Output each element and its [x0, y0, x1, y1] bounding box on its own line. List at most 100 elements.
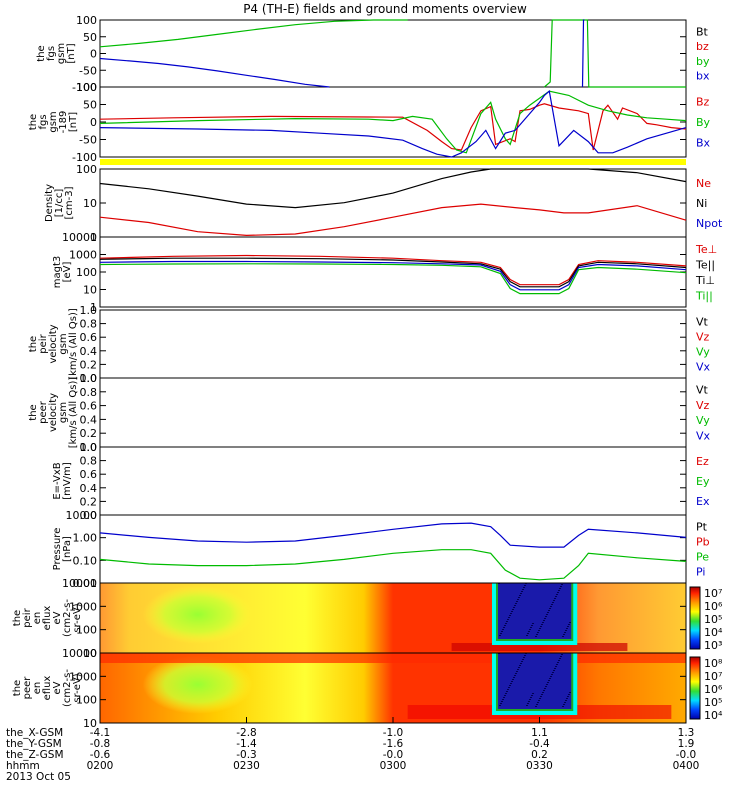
y-axis-label: [km/s (All Qs)]	[68, 308, 79, 380]
y-axis-label: the	[36, 45, 47, 61]
series-line-Te⊥	[99, 254, 687, 286]
spectrogram-noise	[517, 597, 520, 598]
y-tick-label: 0.10	[73, 554, 98, 567]
spectrogram-noise	[525, 705, 528, 706]
spectrogram-noise	[552, 600, 555, 601]
x-tick-label: 0200	[87, 760, 114, 772]
y-axis-label: peir	[22, 607, 33, 627]
y-tick-label: 50	[83, 31, 97, 44]
y-axis-label: [cm-3]	[64, 186, 75, 219]
spectrogram-noise	[530, 625, 533, 626]
spectrogram-noise	[514, 603, 517, 604]
spectrogram-noise	[556, 662, 559, 663]
series-line-Pe	[99, 549, 687, 581]
spectrogram-band	[451, 643, 628, 651]
spectrogram-noise	[565, 698, 568, 699]
spectrogram-noise	[544, 686, 547, 687]
y-axis-label: sr-eV)	[72, 603, 83, 632]
y-tick-label: 0.4	[80, 345, 98, 358]
y-tick-label: 0.6	[80, 331, 98, 344]
spectrogram-noise	[567, 694, 570, 695]
spectrogram-noise	[511, 679, 514, 680]
y-tick-label: 0	[90, 48, 97, 61]
spectrogram-noise	[542, 620, 545, 621]
y-tick-label: 0.8	[80, 455, 98, 468]
y-axis-label: fgs	[38, 114, 49, 129]
panel-frame	[99, 309, 687, 379]
y-tick-label: 0.0	[80, 441, 98, 454]
panel-fgs: 100 50 0 -50 -100 the fgs gsm [nT] Bt bz by bx	[36, 14, 710, 94]
spectrogram-noise	[558, 658, 561, 659]
spectrogram-noise	[562, 704, 565, 705]
y-axis-label: sr-eV)	[72, 673, 83, 702]
colorbar	[689, 586, 701, 650]
x-tick-label: 1.1	[531, 727, 548, 739]
spectrogram-noise	[515, 601, 518, 602]
spectrogram-noise	[546, 612, 549, 613]
colorbar-label: 10⁷	[704, 587, 722, 600]
spectrogram-noise	[541, 692, 544, 693]
legend-entry: Bt	[696, 25, 709, 38]
y-axis-label: peir	[38, 333, 49, 353]
spectrogram-noise	[551, 602, 554, 603]
y-axis-label: velocity	[48, 393, 59, 432]
y-tick-label: 0.8	[80, 318, 98, 331]
legend-entry: Ez	[696, 455, 709, 468]
status-bar	[100, 159, 686, 165]
spectrogram-noise	[546, 682, 549, 683]
spectrogram-noise	[518, 595, 521, 596]
colorbar-label: 10⁶	[704, 683, 723, 696]
y-axis-label: [km/s (All Qs)]	[68, 377, 79, 449]
legend-entry: Vx	[696, 361, 711, 374]
spectrogram-void	[497, 583, 572, 639]
spectrogram-noise	[526, 633, 529, 634]
legend-entry: Te⊥	[695, 243, 717, 256]
spectrogram-noise	[544, 616, 547, 617]
colorbar-label: 10⁷	[704, 670, 722, 683]
spectrogram-noise	[568, 692, 571, 693]
y-tick-label: 10	[83, 197, 97, 210]
colorbar-label: 10⁴	[704, 626, 723, 639]
spectrogram-noise	[498, 635, 501, 636]
legend-entry: Vy	[696, 414, 710, 427]
spectrogram-noise	[567, 624, 570, 625]
y-tick-label: 10	[83, 717, 97, 730]
spectrogram-noise	[542, 690, 545, 691]
y-tick-label: 10000	[62, 231, 97, 244]
spectrogram-noise	[499, 703, 502, 704]
spectrogram-noise	[564, 700, 567, 701]
spectrogram-noise	[528, 699, 531, 700]
spectrogram-noise	[521, 659, 524, 660]
y-tick-label: 0.4	[80, 413, 98, 426]
y-tick-label: 10.00	[66, 509, 98, 522]
y-tick-label: 0.01	[73, 577, 98, 590]
spectrogram-noise	[501, 699, 504, 700]
spectrogram-noise	[522, 657, 525, 658]
spectrogram-noise	[526, 703, 529, 704]
y-axis-label: gsm	[58, 402, 69, 423]
colorbar-label: 10⁸	[704, 657, 723, 670]
spectrogram-noise	[560, 584, 563, 585]
x-tick-label: -0.6	[90, 749, 111, 761]
spectrogram-noise	[506, 619, 509, 620]
spectrogram-noise	[514, 673, 517, 674]
legend-entry: Bx	[696, 137, 711, 150]
spectrogram-noise	[553, 668, 556, 669]
spectrogram-noise	[509, 613, 512, 614]
panel-peer-spec: 10000 1000 100 10 the peer en eflux eV (cm2-s-sr-…	[12, 647, 723, 730]
spectrogram-noise	[555, 594, 558, 595]
spectrogram-noise	[539, 626, 542, 627]
x-axis-row-label: the_Y-GSM	[6, 738, 62, 750]
y-tick-label: 100	[76, 81, 97, 94]
spectrogram-noise	[508, 685, 511, 686]
x-tick-label: -1.6	[383, 738, 404, 750]
spectrogram-noise	[555, 664, 558, 665]
spectrogram-noise	[534, 636, 537, 637]
legend-entry: Pe	[696, 551, 709, 564]
colorbar-label: 10⁴	[704, 709, 723, 722]
spectrogram-noise	[564, 630, 567, 631]
series-line-Pi	[99, 522, 687, 548]
spectrogram-noise	[562, 634, 565, 635]
